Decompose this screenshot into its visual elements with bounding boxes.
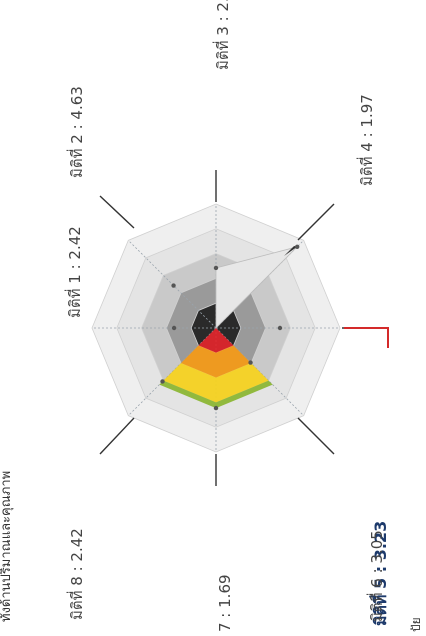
data-point-6 [160, 379, 165, 384]
axis-label-2: มิติที่ 2 : 4.63 [66, 86, 86, 178]
leader-line-7 [99, 417, 135, 455]
axis-line-8 [128, 240, 217, 329]
footer-fragment: ปัย [409, 617, 423, 632]
series-band-3 [163, 363, 269, 403]
data-point-3 [277, 325, 283, 331]
axis-label-6: มิติที่ 6 : 3.05 [366, 530, 386, 622]
data-point-7 [171, 325, 177, 331]
axis-label-3: มิติที่ 3 : 2.58 [212, 0, 232, 70]
axis-line-6 [128, 327, 217, 416]
leader-line-2 [99, 195, 135, 229]
series-tip-dim2 [284, 245, 298, 256]
axis-label-4: มิติที่ 4 : 1.97 [356, 94, 376, 186]
axis-line-4 [215, 327, 304, 416]
axis-label-5: มิติที่ 5 : 3.23 [369, 521, 390, 626]
series-band-4 [159, 380, 273, 409]
data-point-8 [171, 283, 176, 288]
leader-line-5 [297, 417, 335, 455]
chart-title: ทั้งด้านปริมาณและคุณภาพ [0, 471, 14, 622]
axis-label-7: 7 : 1.69 [216, 574, 234, 632]
data-point-4 [248, 360, 253, 365]
leader-line-4 [297, 203, 335, 241]
series-band-1 [198, 328, 234, 353]
data-point-2 [294, 244, 300, 250]
leader-line-highlight [344, 327, 389, 348]
axis-label-8: มิติที่ 8 : 2.42 [66, 528, 86, 620]
data-point-5 [213, 405, 219, 411]
data-point-1 [213, 265, 219, 271]
series-area-dim1-2 [215, 246, 299, 329]
axis-label-1: มิติที่ 1 : 2.42 [64, 226, 84, 318]
series-band-2 [180, 345, 252, 378]
